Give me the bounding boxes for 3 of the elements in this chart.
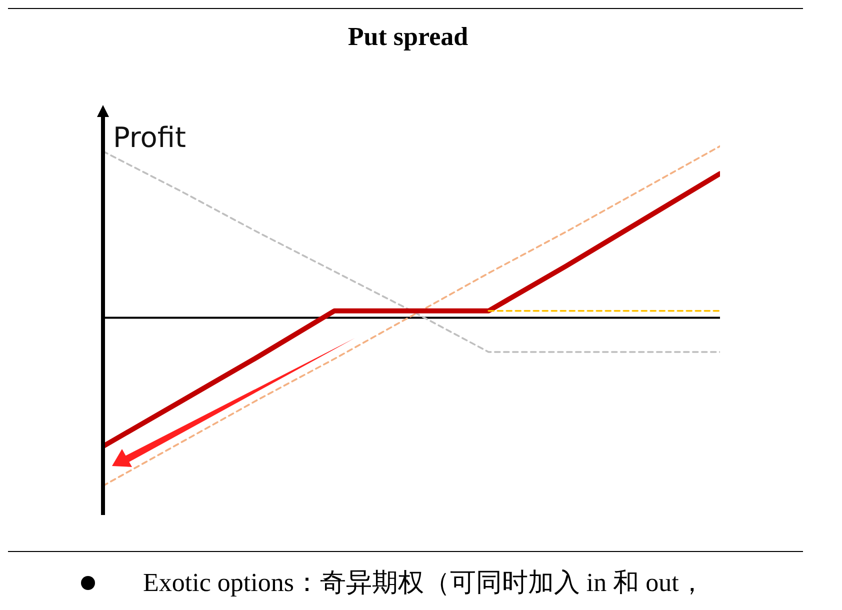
chart-title: Put spread [346,22,470,52]
text: Exotic options：奇异期权（可同时加入 in 和 out， [143,567,705,599]
y-axis-title: Profit [113,121,186,154]
